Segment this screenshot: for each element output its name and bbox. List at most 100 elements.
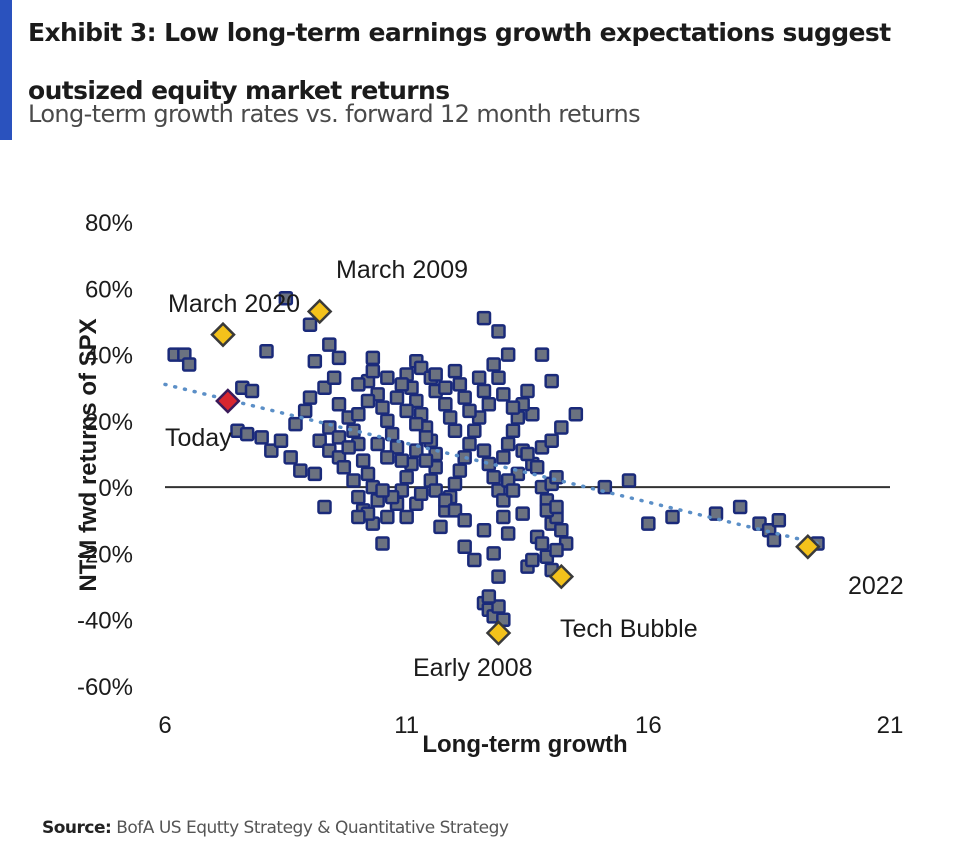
y-tick-label: -40% <box>77 608 133 635</box>
data-point <box>428 367 443 382</box>
data-point <box>496 493 511 508</box>
data-point <box>181 357 197 372</box>
data-point <box>409 416 424 432</box>
data-point <box>665 509 680 525</box>
data-point <box>351 509 366 525</box>
source-label: Source: <box>42 818 112 838</box>
data-point <box>360 466 376 482</box>
chart-subtitle: Long-term growth rates vs. forward 12 mo… <box>28 100 641 128</box>
data-point <box>312 433 327 448</box>
y-tick-label: -60% <box>77 674 133 701</box>
highlight-point-today <box>215 388 241 414</box>
annotation-today: Today <box>165 424 232 452</box>
data-point <box>525 552 540 568</box>
data-point <box>476 522 492 538</box>
data-point <box>360 393 376 409</box>
data-point <box>481 589 497 604</box>
data-point <box>544 433 559 448</box>
data-point <box>399 509 414 525</box>
highlight-point-march-2009 <box>306 298 333 325</box>
data-point <box>491 569 506 584</box>
data-point <box>476 443 492 458</box>
data-point <box>476 310 492 326</box>
x-tick-label: 11 <box>394 712 419 739</box>
data-point <box>433 519 448 535</box>
annotation-march-2009: March 2009 <box>336 256 468 284</box>
data-point <box>452 463 468 478</box>
data-point <box>380 509 395 525</box>
data-point <box>500 436 516 452</box>
trendline <box>163 382 820 546</box>
data-point <box>766 532 782 548</box>
data-point <box>254 430 269 445</box>
data-point <box>365 350 381 366</box>
data-point <box>491 324 506 339</box>
data-point <box>384 426 400 442</box>
data-point <box>447 363 463 379</box>
data-point <box>239 426 255 442</box>
data-point <box>331 350 347 366</box>
data-point <box>515 506 530 521</box>
data-point <box>302 317 318 332</box>
data-point <box>326 370 342 386</box>
data-point <box>481 397 497 412</box>
data-point <box>302 390 318 405</box>
data-point <box>491 370 506 386</box>
data-point <box>244 383 260 399</box>
highlight-points <box>210 298 821 646</box>
data-point <box>438 397 453 412</box>
data-point <box>365 363 381 379</box>
data-point <box>529 460 545 475</box>
data-point <box>471 370 487 386</box>
data-point <box>438 493 453 508</box>
data-point <box>418 453 434 468</box>
x-axis-label: Long-term growth <box>422 731 627 758</box>
data-point <box>331 430 347 445</box>
data-point <box>520 446 535 462</box>
data-point <box>476 383 492 399</box>
y-tick-label: 0% <box>98 475 133 502</box>
data-point <box>708 506 724 521</box>
x-tick-label: 6 <box>158 712 171 739</box>
data-point <box>264 443 279 458</box>
data-point <box>457 390 472 405</box>
data-point <box>520 383 535 399</box>
data-point <box>389 390 405 405</box>
data-point <box>293 463 308 478</box>
y-axis-label: NTM fwd returns of SPX <box>75 318 102 591</box>
data-point <box>467 423 482 439</box>
x-axis-ticks: 6 11 16 21 <box>158 712 903 739</box>
data-point <box>486 546 501 561</box>
data-point <box>322 337 337 352</box>
data-point <box>549 469 564 485</box>
data-point <box>331 397 347 412</box>
data-point <box>418 430 434 445</box>
data-point <box>317 499 332 515</box>
data-point <box>568 406 584 422</box>
data-point <box>288 416 303 432</box>
annotation-march-2020: March 2020 <box>168 290 300 318</box>
data-point <box>486 469 501 485</box>
data-point <box>346 473 361 488</box>
data-point <box>409 393 424 409</box>
highlight-point-tech-bubble <box>548 563 575 590</box>
data-point <box>413 486 429 502</box>
data-point <box>307 466 323 482</box>
data-point <box>438 380 453 395</box>
data-point <box>394 377 410 392</box>
data-point <box>505 423 521 439</box>
y-tick-label: 80% <box>85 210 133 237</box>
source-text: BofA US Equtty Strategy & Quantitative S… <box>111 818 509 838</box>
data-point <box>467 552 482 568</box>
x-tick-label: 21 <box>877 712 904 739</box>
y-axis-ticks: 80% 60% 40% 20% 0% -20% -40% -60% <box>77 210 133 701</box>
data-point <box>336 460 352 475</box>
data-point <box>771 513 787 528</box>
x-tick-label: 16 <box>635 712 662 739</box>
annotation-2022: 2022 <box>848 572 904 600</box>
y-tick-label: 20% <box>85 409 133 436</box>
data-point <box>283 450 298 465</box>
data-point <box>399 469 414 485</box>
data-point <box>351 377 366 392</box>
data-point <box>351 489 366 505</box>
